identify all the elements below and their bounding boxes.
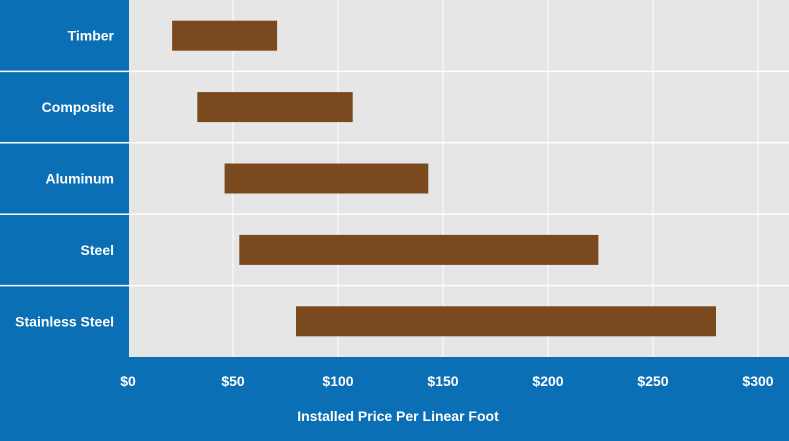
x-tick-label: $50	[221, 373, 245, 389]
category-labels: Timber Composite Aluminum Steel Stainless St…	[15, 28, 114, 330]
category-label: Steel	[81, 242, 114, 258]
category-label: Timber	[68, 28, 115, 44]
x-tick-label: $100	[322, 373, 353, 389]
x-tick-labels: $0 $50 $100 $150 $200 $250 $300	[120, 373, 774, 389]
row-separators	[0, 70, 789, 287]
category-label: Aluminum	[46, 171, 114, 187]
bar-steel	[239, 234, 599, 265]
x-tick-label: $150	[427, 373, 458, 389]
category-label: Composite	[42, 99, 115, 115]
x-tick-label: $300	[742, 373, 773, 389]
x-tick-label: $200	[532, 373, 563, 389]
bar-stainless-steel	[296, 306, 716, 337]
bar-timber	[172, 20, 278, 51]
category-label: Stainless Steel	[15, 313, 114, 329]
bar-composite	[197, 92, 353, 123]
x-tick-label: $250	[637, 373, 668, 389]
bars	[172, 20, 716, 337]
x-axis-title: Installed Price Per Linear Foot	[297, 408, 499, 424]
bar-aluminum	[224, 163, 429, 194]
x-tick-label: $0	[120, 373, 136, 389]
